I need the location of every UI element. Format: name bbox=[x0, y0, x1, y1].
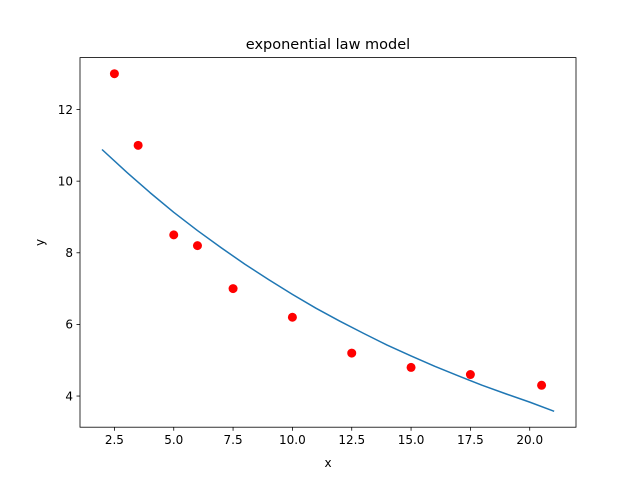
data-point bbox=[133, 140, 143, 150]
data-point bbox=[537, 380, 547, 390]
data-point bbox=[287, 312, 297, 322]
fit-line-layer bbox=[101, 148, 555, 413]
y-tick-label: 10 bbox=[58, 174, 73, 188]
plot-area bbox=[80, 57, 576, 428]
data-point bbox=[192, 241, 202, 251]
x-tick-label: 5.0 bbox=[164, 433, 183, 447]
x-axis-ticks: 2.5 5.0 7.5 10.0 12.5 15.0 17.5 20.0 bbox=[105, 427, 543, 447]
x-tick-label: 12.5 bbox=[338, 433, 365, 447]
data-point bbox=[228, 284, 238, 294]
x-axis-label: x bbox=[324, 456, 331, 470]
x-tick-label: 10.0 bbox=[279, 433, 306, 447]
y-axis-ticks: 4 6 8 10 12 bbox=[58, 103, 80, 403]
plot-frame bbox=[79, 57, 577, 428]
chart-title: exponential law model bbox=[246, 37, 410, 53]
y-tick-label: 8 bbox=[65, 246, 73, 260]
fit-curve-line bbox=[101, 148, 555, 413]
y-tick-label: 6 bbox=[65, 318, 73, 332]
data-point bbox=[169, 230, 179, 240]
y-tick-label: 4 bbox=[65, 389, 73, 403]
data-point bbox=[109, 69, 119, 79]
data-point bbox=[465, 370, 475, 380]
x-tick-label: 20.0 bbox=[516, 433, 543, 447]
y-axis-label: y bbox=[33, 239, 47, 246]
data-points-layer bbox=[109, 69, 547, 390]
x-tick-label: 2.5 bbox=[105, 433, 124, 447]
data-point bbox=[347, 348, 357, 358]
x-tick-label: 7.5 bbox=[224, 433, 243, 447]
x-tick-label: 17.5 bbox=[457, 433, 484, 447]
data-point bbox=[406, 362, 416, 372]
x-tick-label: 15.0 bbox=[398, 433, 425, 447]
y-tick-label: 12 bbox=[58, 103, 73, 117]
